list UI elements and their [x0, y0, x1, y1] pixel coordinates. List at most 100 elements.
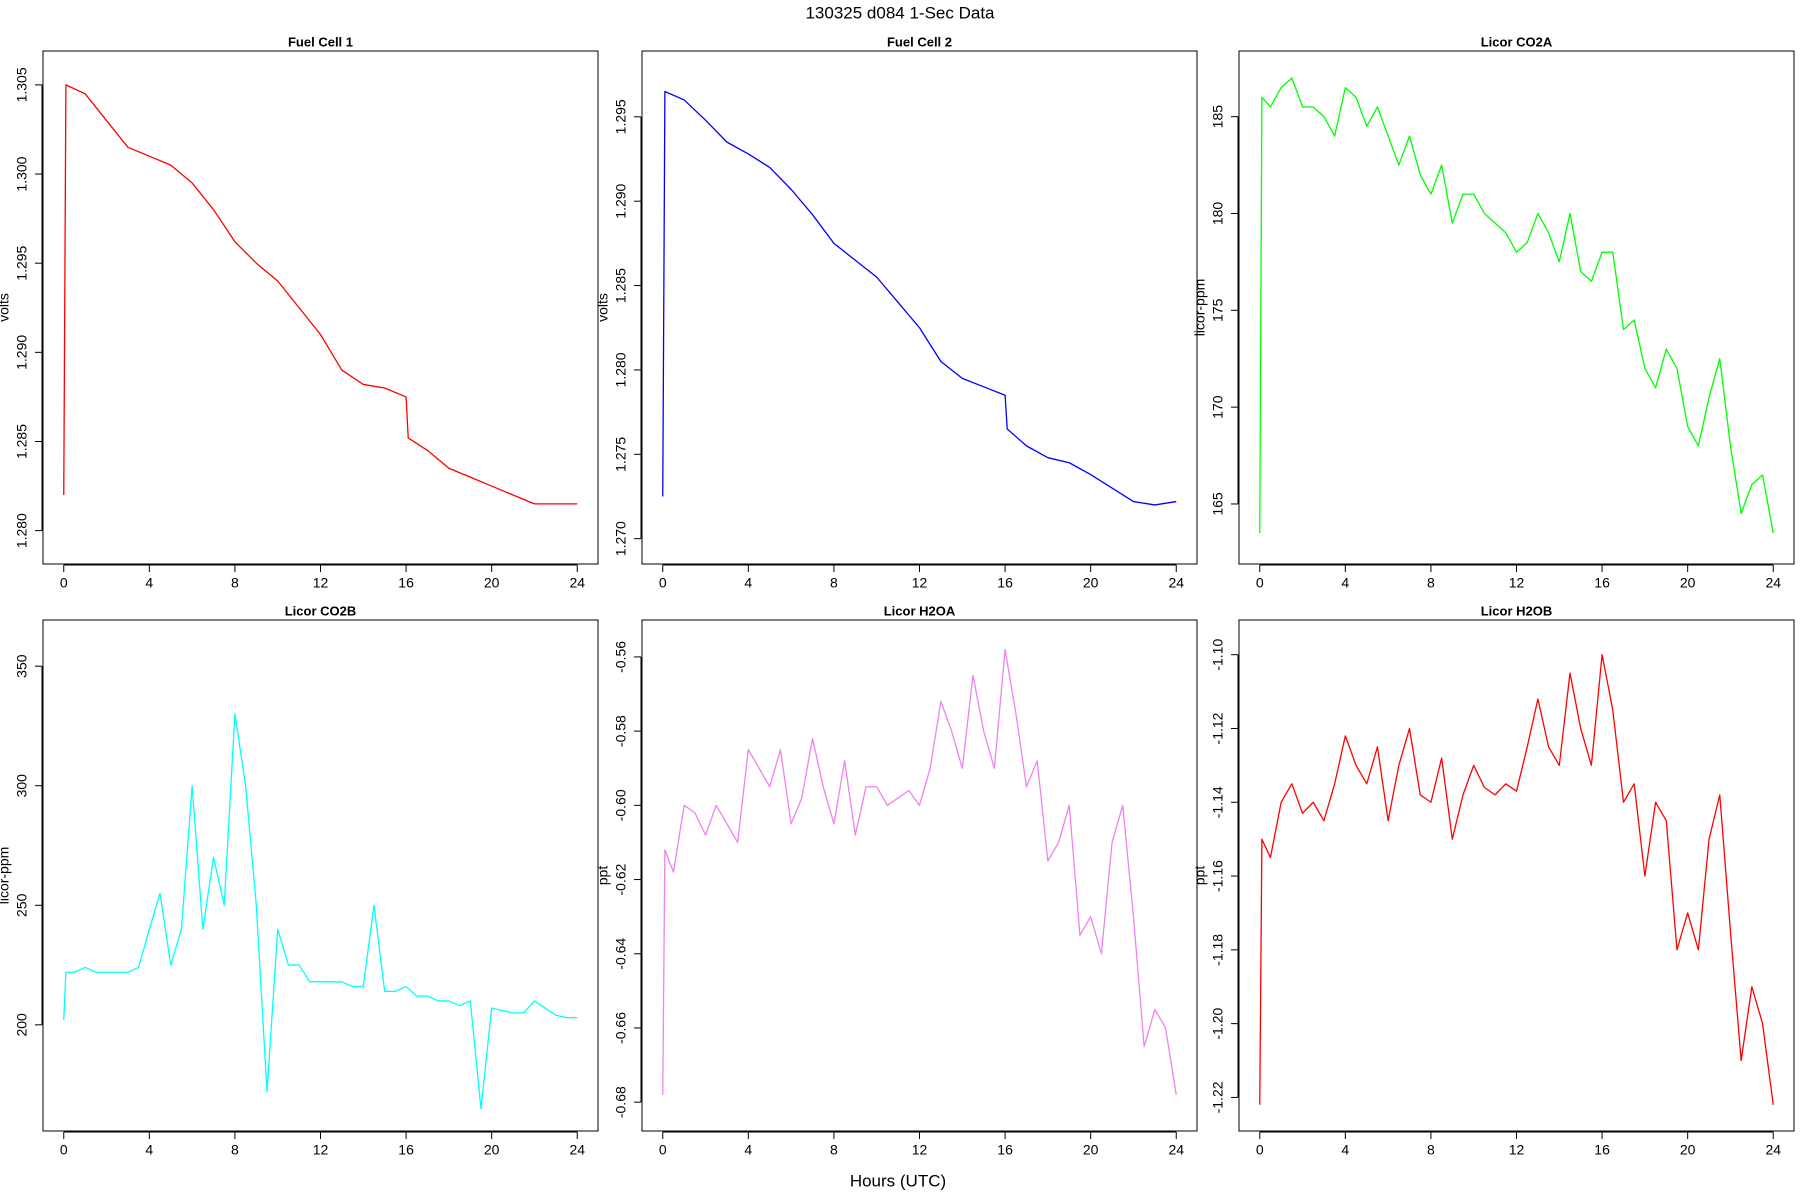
- y-tick-label: 1.285: [14, 424, 30, 459]
- y-tick-label: 1.295: [613, 99, 629, 134]
- x-tick-label: 16: [997, 1142, 1013, 1158]
- y-tick-label: 1.290: [613, 183, 629, 218]
- x-tick-label: 24: [569, 1142, 585, 1158]
- y-tick-label: 1.280: [613, 352, 629, 387]
- y-tick-label: -1.10: [1210, 639, 1226, 671]
- y-tick-label: -0.58: [613, 715, 629, 747]
- page-title: 130325 d084 1-Sec Data: [805, 3, 995, 22]
- x-tick-label: 0: [659, 575, 667, 591]
- y-tick-label: 170: [1210, 395, 1226, 419]
- y-tick-label: 1.290: [14, 335, 30, 370]
- x-tick-label: 20: [1680, 1142, 1696, 1158]
- y-tick-label: 180: [1210, 202, 1226, 226]
- x-tick-label: 12: [912, 575, 928, 591]
- panel-title: Fuel Cell 2: [887, 34, 952, 49]
- y-tick-label: 1.285: [613, 268, 629, 303]
- y-tick-label: 1.305: [14, 67, 30, 102]
- y-tick-label: 1.270: [613, 521, 629, 556]
- plot-frame: [641, 619, 1198, 1132]
- y-tick-label: -0.66: [613, 1012, 629, 1044]
- panel-title: Licor H2OB: [1481, 603, 1553, 618]
- x-tick-label: 8: [231, 575, 239, 591]
- x-tick-label: 8: [231, 1142, 239, 1158]
- x-tick-label: 8: [1427, 1142, 1435, 1158]
- y-axis-label: ppt: [1192, 866, 1208, 886]
- y-tick-label: 165: [1210, 492, 1226, 516]
- x-tick-label: 4: [1341, 575, 1349, 591]
- y-axis-label: volts: [0, 293, 12, 322]
- x-tick-label: 20: [484, 575, 500, 591]
- x-tick-label: 12: [1509, 1142, 1525, 1158]
- x-tick-label: 4: [145, 575, 153, 591]
- data-line: [63, 713, 578, 1110]
- x-tick-label: 16: [398, 1142, 414, 1158]
- y-tick-label: -0.62: [613, 863, 629, 895]
- panel-title: Licor H2OA: [884, 603, 956, 618]
- x-tick-label: 24: [1765, 575, 1781, 591]
- y-axis-label: ppt: [595, 866, 611, 886]
- x-tick-label: 4: [1341, 1142, 1349, 1158]
- x-tick-label: 12: [912, 1142, 928, 1158]
- x-axis-label: Hours (UTC): [850, 1171, 946, 1190]
- y-tick-label: 300: [14, 774, 30, 798]
- x-tick-label: 0: [60, 575, 68, 591]
- data-line: [1259, 654, 1774, 1105]
- y-tick-label: -0.60: [613, 789, 629, 821]
- y-axis-label: licor-ppm: [0, 847, 12, 905]
- x-tick-label: 24: [1168, 575, 1184, 591]
- x-tick-label: 8: [830, 575, 838, 591]
- x-tick-label: 16: [997, 575, 1013, 591]
- x-tick-label: 20: [1083, 1142, 1099, 1158]
- x-tick-label: 0: [1256, 1142, 1264, 1158]
- y-tick-label: -0.64: [613, 938, 629, 970]
- y-tick-label: 1.275: [613, 437, 629, 472]
- data-line: [662, 90, 1177, 506]
- y-tick-label: 250: [14, 893, 30, 917]
- y-tick-label: -1.18: [1210, 934, 1226, 966]
- y-tick-label: 185: [1210, 105, 1226, 129]
- x-tick-label: 24: [569, 575, 585, 591]
- x-tick-label: 24: [1765, 1142, 1781, 1158]
- x-tick-label: 20: [1083, 575, 1099, 591]
- plot-frame: [42, 619, 599, 1132]
- panel-title: Licor CO2B: [285, 603, 357, 618]
- y-tick-label: -0.56: [613, 641, 629, 673]
- x-tick-label: 16: [1594, 1142, 1610, 1158]
- plot-frame: [1238, 50, 1795, 565]
- y-tick-label: -1.22: [1210, 1081, 1226, 1113]
- x-tick-label: 20: [1680, 575, 1696, 591]
- plot-frame: [42, 50, 599, 565]
- y-tick-label: -1.16: [1210, 860, 1226, 892]
- data-line: [662, 648, 1177, 1095]
- plot-frame: [641, 50, 1198, 565]
- y-tick-label: 1.300: [14, 156, 30, 191]
- x-tick-label: 16: [398, 575, 414, 591]
- y-tick-label: 1.295: [14, 245, 30, 280]
- y-tick-label: 200: [14, 1013, 30, 1037]
- x-tick-label: 12: [313, 575, 329, 591]
- x-tick-label: 12: [313, 1142, 329, 1158]
- x-tick-label: 8: [1427, 575, 1435, 591]
- x-tick-label: 24: [1168, 1142, 1184, 1158]
- y-tick-label: 175: [1210, 298, 1226, 322]
- y-tick-label: 350: [14, 654, 30, 678]
- x-tick-label: 20: [484, 1142, 500, 1158]
- x-tick-label: 0: [60, 1142, 68, 1158]
- panel-title: Licor CO2A: [1481, 34, 1553, 49]
- y-tick-label: 1.280: [14, 513, 30, 548]
- x-tick-label: 0: [1256, 575, 1264, 591]
- y-tick-label: -1.14: [1210, 786, 1226, 818]
- y-tick-label: -1.12: [1210, 712, 1226, 744]
- x-tick-label: 8: [830, 1142, 838, 1158]
- data-line: [1259, 77, 1774, 534]
- x-tick-label: 16: [1594, 575, 1610, 591]
- y-axis-label: licor-ppm: [1192, 279, 1208, 337]
- y-axis-label: volts: [595, 293, 611, 322]
- x-tick-label: 0: [659, 1142, 667, 1158]
- x-tick-label: 12: [1509, 575, 1525, 591]
- plot-frame: [1238, 619, 1795, 1132]
- y-tick-label: -0.68: [613, 1086, 629, 1118]
- data-line: [63, 84, 578, 505]
- x-tick-label: 4: [744, 1142, 752, 1158]
